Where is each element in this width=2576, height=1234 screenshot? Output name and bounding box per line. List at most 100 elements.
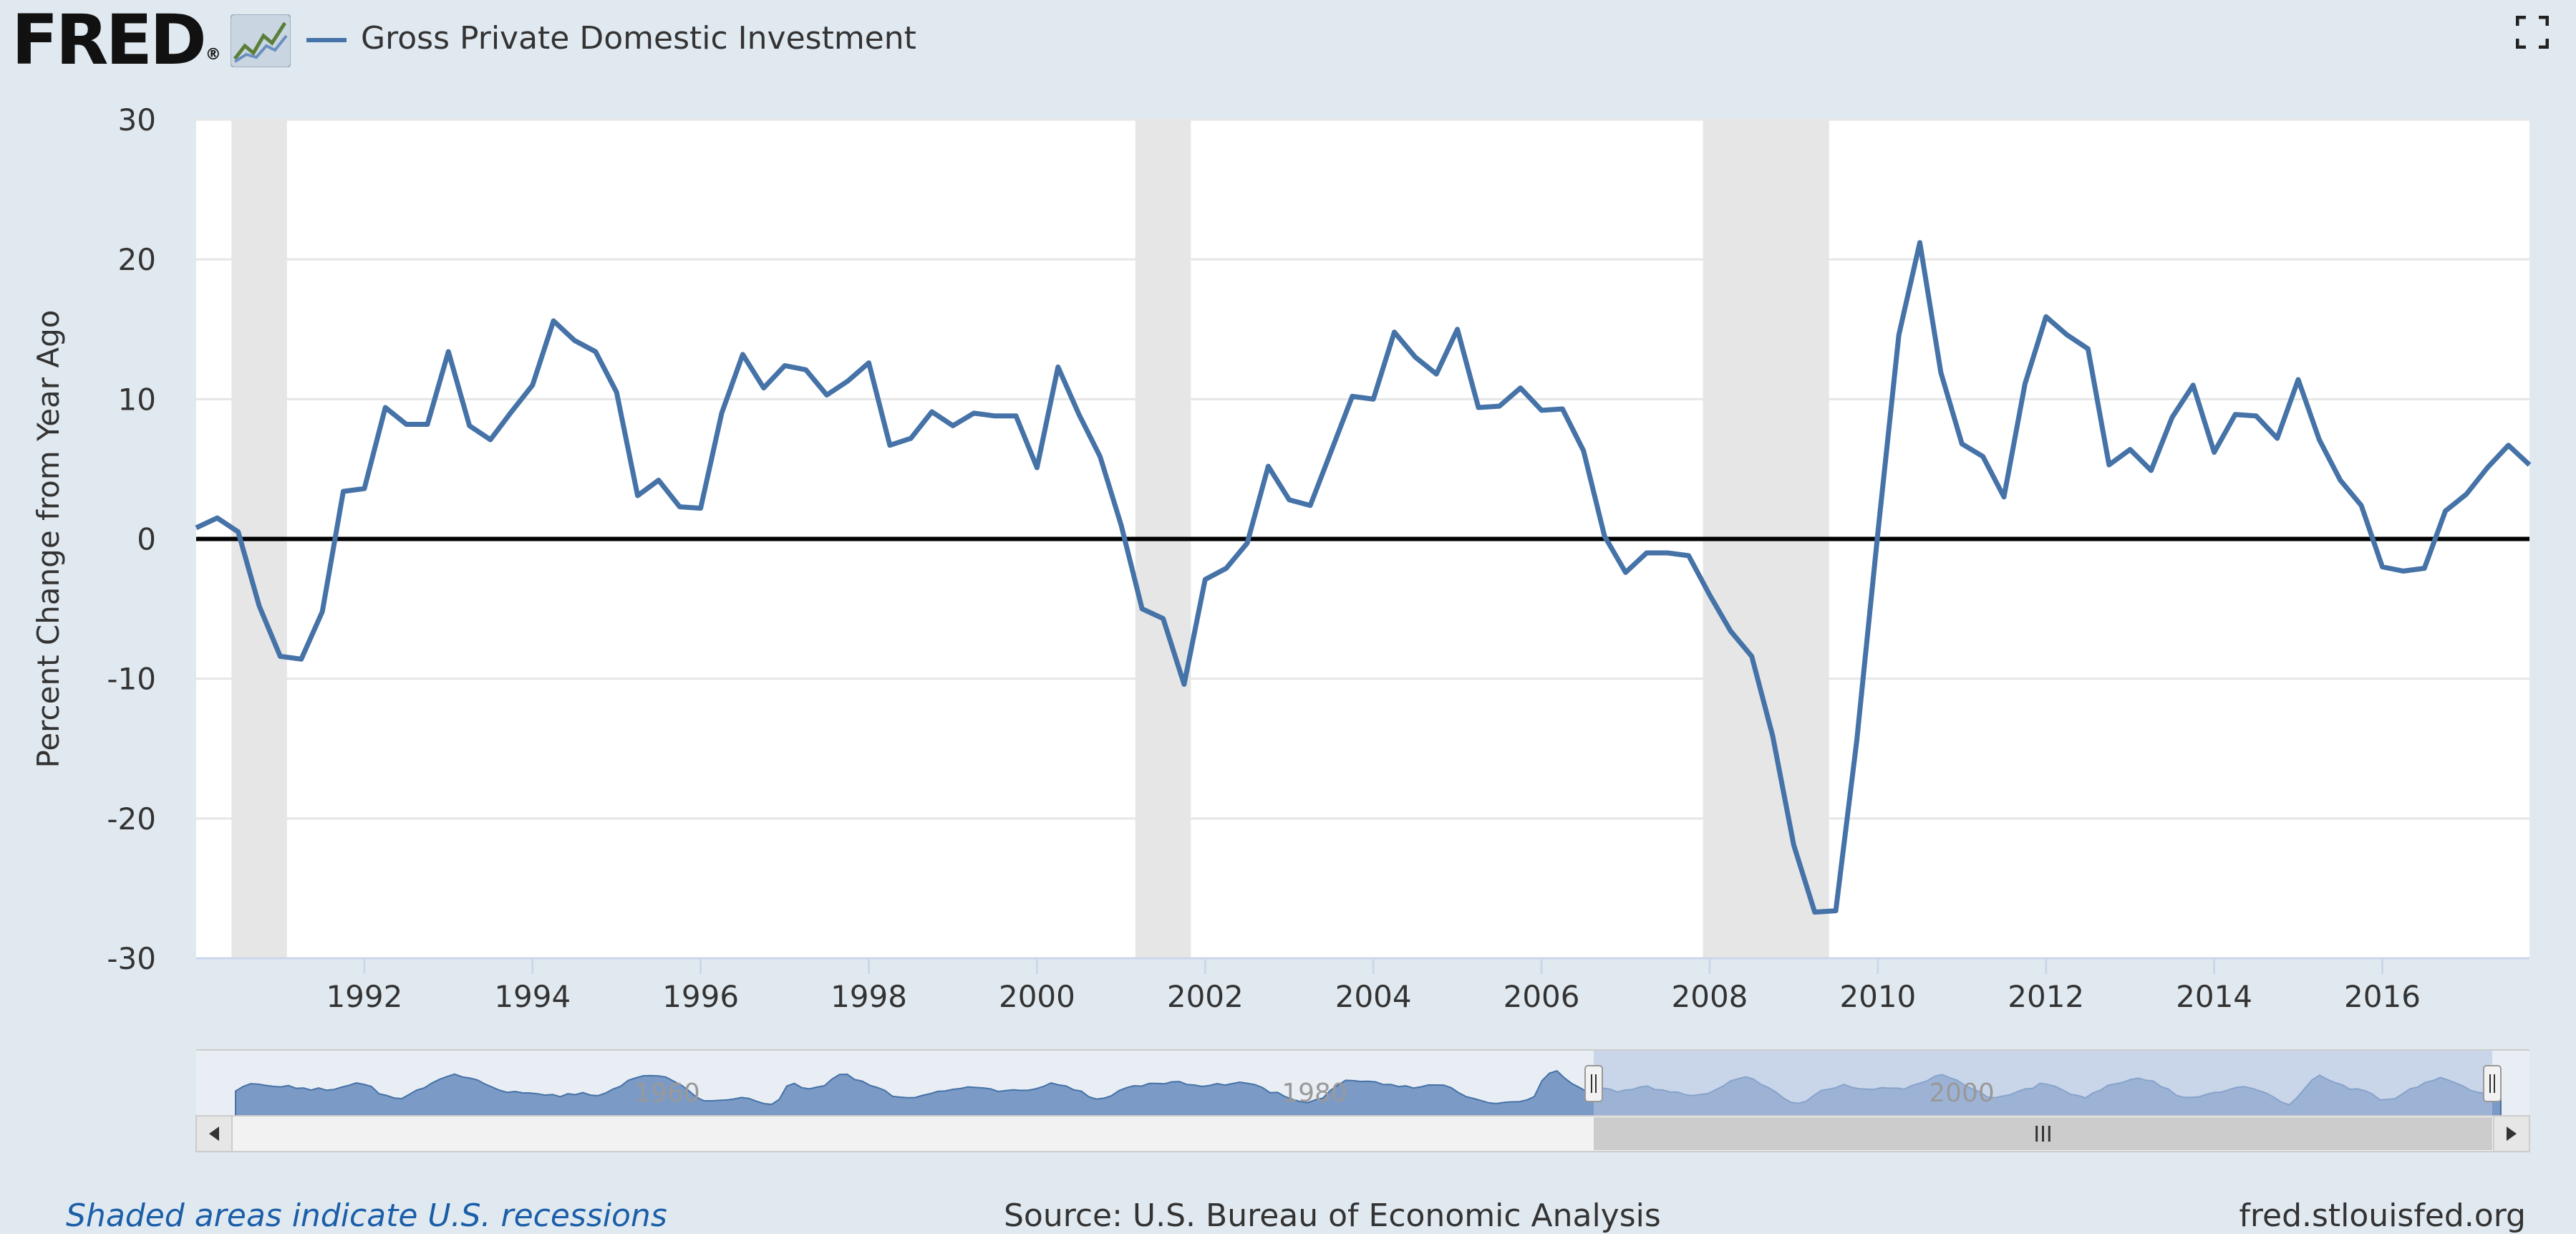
data-point <box>1014 413 1019 418</box>
data-point <box>1055 365 1060 370</box>
data-point <box>194 525 199 530</box>
data-point <box>1413 355 1418 360</box>
arrow-right-icon[interactable] <box>2493 1115 2530 1152</box>
data-point <box>1098 454 1103 459</box>
data-point <box>1791 842 1796 847</box>
scrollbar-thumb[interactable] <box>1594 1117 2492 1150</box>
data-point <box>2169 415 2174 420</box>
data-point <box>2359 503 2364 508</box>
data-point <box>299 657 304 662</box>
data-point <box>572 338 577 343</box>
y-tick-label: -20 <box>107 801 156 837</box>
data-point <box>740 352 745 357</box>
navigator-handles[interactable] <box>1584 1065 2502 1102</box>
data-point <box>783 363 788 368</box>
data-point <box>530 382 535 387</box>
y-tick-label: 20 <box>118 242 156 277</box>
data-point <box>551 319 556 324</box>
data-point <box>1181 682 1186 687</box>
x-tick-label: 2004 <box>1335 979 1412 1014</box>
navigator-label: 2000 <box>1929 1079 1995 1108</box>
data-point <box>1581 448 1586 453</box>
data-point <box>761 385 766 390</box>
data-point <box>866 360 871 365</box>
fred-logo[interactable]: FRED® <box>11 4 221 91</box>
data-point <box>909 435 914 440</box>
recession-note: Shaded areas indicate U.S. recessions <box>66 1197 667 1234</box>
x-tick-label: 1998 <box>831 979 907 1014</box>
navigator-labels: 1960 1980 2000 <box>634 1079 1995 1108</box>
navigator-selection[interactable] <box>1594 1050 2492 1116</box>
data-point <box>2254 413 2259 418</box>
navigator[interactable]: 1960 1980 2000 <box>196 1049 2529 1117</box>
data-point <box>1749 654 1754 659</box>
data-point <box>2106 463 2111 468</box>
data-point <box>846 378 851 383</box>
data-point <box>1371 397 1376 402</box>
data-point <box>1161 616 1166 621</box>
x-tick-label: 2012 <box>2008 979 2084 1014</box>
data-point <box>1644 551 1649 556</box>
navigator-handle-right <box>2483 1065 2502 1102</box>
data-point <box>404 422 409 427</box>
scrollbar-grip[interactable]: III <box>2033 1122 2053 1147</box>
data-point <box>1834 908 1839 913</box>
data-point <box>2317 437 2322 442</box>
data-point <box>2464 492 2469 497</box>
chart-header: FRED® Gross Private Domestic Investment <box>0 0 2576 79</box>
data-point <box>488 437 493 442</box>
data-point <box>2128 447 2133 452</box>
data-point <box>677 504 682 509</box>
data-point <box>1623 570 1628 575</box>
data-point <box>2485 465 2490 470</box>
data-point <box>1686 553 1691 558</box>
y-tick-label: -10 <box>107 662 156 697</box>
source-text: Source: U.S. Bureau of Economic Analysis <box>1004 1197 1661 1234</box>
data-point <box>992 413 997 418</box>
site-link[interactable]: fred.stlouisfed.org <box>2239 1197 2526 1234</box>
data-point <box>1350 394 1355 399</box>
data-point <box>1854 738 1859 743</box>
data-point <box>2527 463 2532 468</box>
scrollbar[interactable]: III <box>195 1115 2530 1152</box>
data-point <box>2380 564 2385 569</box>
arrow-right-glyph <box>2507 1127 2517 1141</box>
data-point <box>215 516 220 521</box>
data-point <box>1392 329 1397 334</box>
data-point <box>2232 412 2237 417</box>
x-tick-label: 2016 <box>2344 979 2421 1014</box>
x-tick-label: 2014 <box>2176 979 2252 1014</box>
data-point <box>2001 494 2006 499</box>
data-point <box>656 478 661 483</box>
data-point <box>1665 551 1670 556</box>
data-point <box>1497 404 1502 409</box>
series-line-0 <box>195 240 2532 915</box>
data-point <box>2443 508 2448 514</box>
data-point <box>720 410 725 415</box>
arrow-left-icon[interactable] <box>195 1115 233 1152</box>
data-point <box>2506 443 2511 448</box>
data-point <box>1266 464 1271 469</box>
data-point <box>950 423 955 428</box>
series-layer <box>194 240 2532 915</box>
x-tick-label: 1994 <box>494 979 571 1014</box>
data-point <box>341 489 346 494</box>
navigator-label: 1980 <box>1282 1079 1347 1108</box>
data-point <box>1308 503 1313 508</box>
data-point <box>467 423 472 428</box>
fullscreen-icon[interactable] <box>2516 16 2549 49</box>
series-legend-label[interactable]: Gross Private Domestic Investment <box>361 20 916 57</box>
data-point <box>362 486 367 491</box>
data-point <box>1539 408 1544 413</box>
data-point <box>2065 332 2070 337</box>
data-point <box>1476 405 1481 410</box>
navigator-handle-left <box>1584 1065 1603 1102</box>
data-point <box>593 349 598 354</box>
data-point <box>2275 435 2280 440</box>
navigator-label: 1960 <box>634 1079 700 1108</box>
data-point <box>1560 406 1565 411</box>
y-tick-label: 30 <box>118 102 156 138</box>
data-point <box>1707 592 1712 597</box>
data-point <box>1938 370 1943 375</box>
data-point <box>1077 412 1082 417</box>
